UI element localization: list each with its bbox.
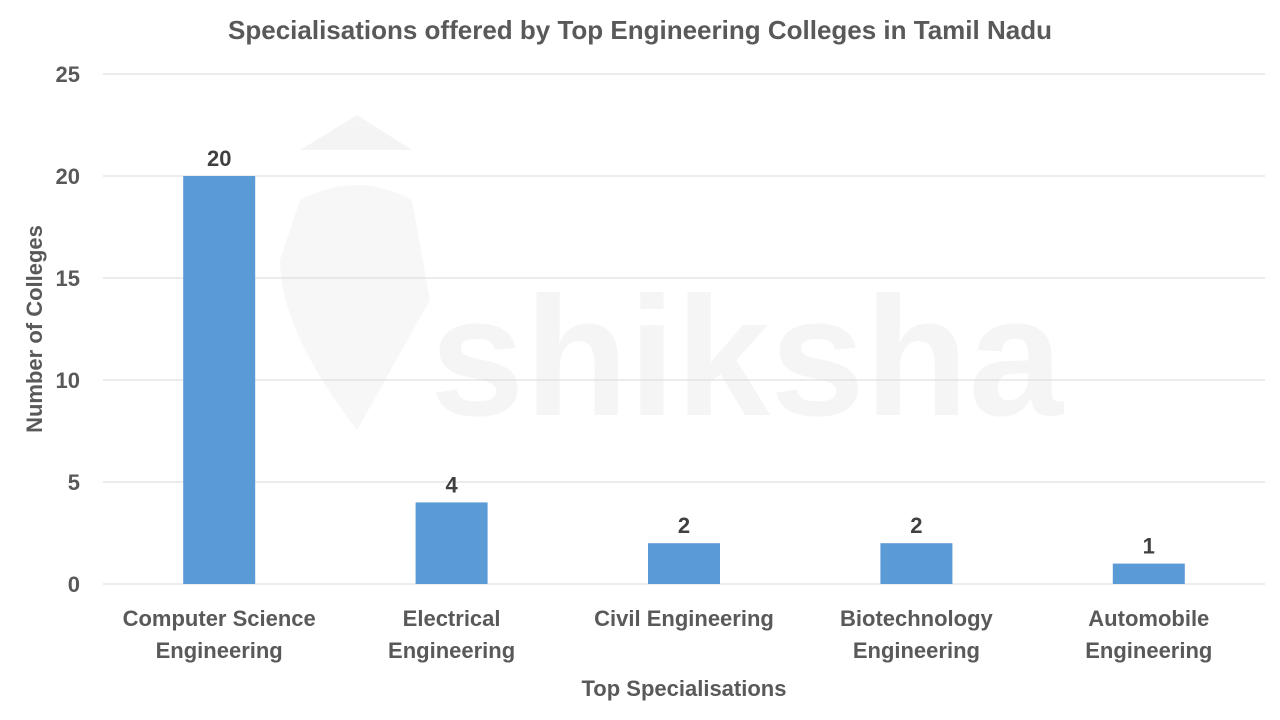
x-tick-label: Engineering xyxy=(853,638,980,663)
data-label: 2 xyxy=(678,513,690,538)
data-label: 2 xyxy=(910,513,922,538)
data-label: 20 xyxy=(207,146,231,171)
svg-text:shiksha: shiksha xyxy=(430,262,1065,452)
bar xyxy=(183,176,256,584)
data-label: 4 xyxy=(445,472,458,497)
x-tick-label: Engineering xyxy=(156,638,283,663)
x-tick-label: Civil Engineering xyxy=(594,606,774,631)
bar xyxy=(648,543,720,584)
x-tick-label: Electrical xyxy=(403,606,501,631)
y-axis-title: Number of Colleges xyxy=(22,225,47,433)
y-tick-label: 15 xyxy=(56,266,80,291)
x-tick-label: Biotechnology xyxy=(840,606,994,631)
gridlines xyxy=(103,73,1265,585)
y-tick-labels: 0 5 10 15 20 25 xyxy=(56,62,80,597)
data-labels: 20 4 2 2 1 xyxy=(207,146,1155,559)
y-tick-label: 10 xyxy=(56,368,80,393)
y-tick-label: 20 xyxy=(56,164,80,189)
y-tick-label: 25 xyxy=(56,62,80,87)
watermark-logo: shiksha xyxy=(280,115,1065,452)
bar xyxy=(415,502,488,584)
x-tick-labels: Computer Science Engineering Electrical Eng… xyxy=(123,606,1213,663)
x-tick-label: Engineering xyxy=(1085,638,1212,663)
x-tick-label: Engineering xyxy=(388,638,515,663)
x-tick-label: Computer Science xyxy=(123,606,316,631)
x-tick-label: Automobile xyxy=(1088,606,1209,631)
bar xyxy=(1112,563,1185,584)
bars xyxy=(183,176,1185,584)
y-tick-label: 5 xyxy=(68,470,80,495)
chart-title: Specialisations offered by Top Engineeri… xyxy=(228,15,1052,45)
y-tick-label: 0 xyxy=(68,572,80,597)
data-label: 1 xyxy=(1143,534,1155,559)
bar xyxy=(880,543,953,584)
x-axis-title: Top Specialisations xyxy=(582,676,787,701)
